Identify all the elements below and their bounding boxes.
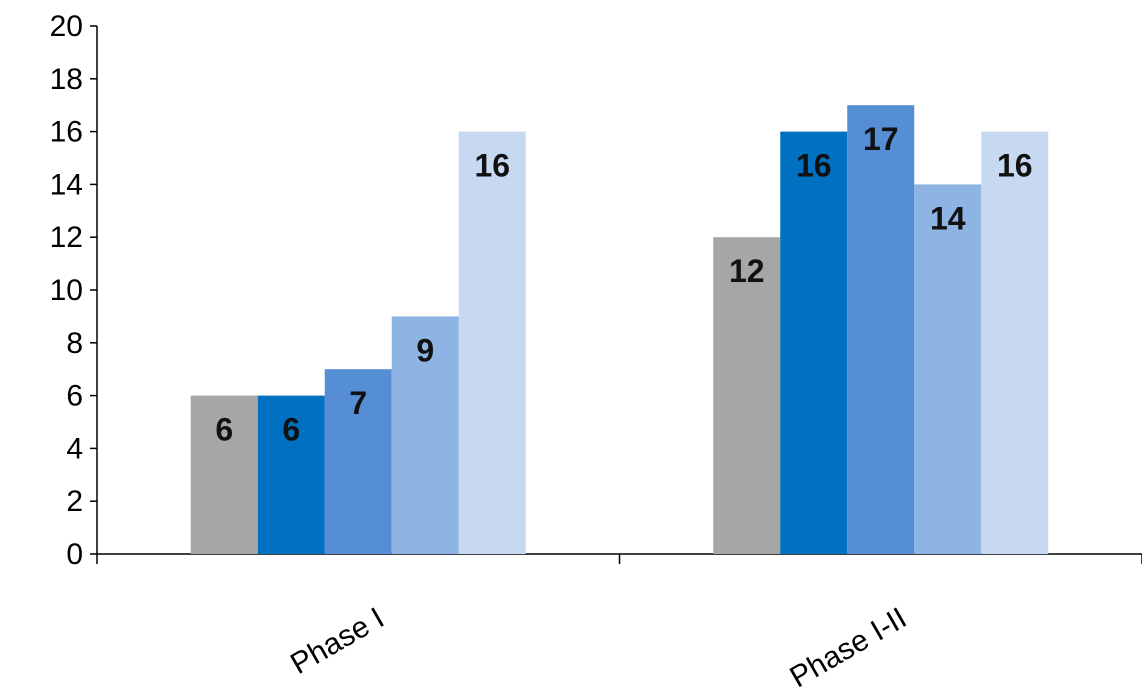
- x-tick-label: Phase I: [285, 601, 390, 680]
- y-tick-label: 2: [66, 485, 83, 518]
- bars: [190, 105, 1049, 554]
- y-tick-label: 20: [50, 10, 83, 43]
- bar: [190, 395, 258, 554]
- y-tick-label: 14: [50, 168, 83, 201]
- bar: [914, 184, 982, 554]
- y-tick-label: 0: [66, 538, 83, 571]
- x-axis: Phase I Phase I-II: [96, 553, 1142, 694]
- data-label: 6: [282, 412, 300, 448]
- bar: [324, 369, 392, 554]
- data-label: 9: [416, 332, 434, 368]
- bar: [780, 131, 848, 554]
- y-tick-label: 10: [50, 274, 83, 307]
- data-label: 6: [215, 412, 233, 448]
- bar: [257, 395, 325, 554]
- data-label: 16: [997, 148, 1033, 184]
- y-tick-label: 12: [50, 221, 83, 254]
- bar: [458, 131, 526, 554]
- bar: [981, 131, 1049, 554]
- x-tick-label: Phase I-II: [785, 601, 913, 694]
- data-label: 16: [474, 148, 510, 184]
- data-label: 17: [863, 121, 899, 157]
- y-tick-label: 18: [50, 63, 83, 96]
- data-labels: 6 6 7 9 16 12 16 17 14 16: [215, 121, 1032, 447]
- y-tick-label: 16: [50, 116, 83, 149]
- data-label: 12: [729, 253, 765, 289]
- y-axis: 0 2 4 6 8 10 12 14 16 18 20: [50, 10, 98, 571]
- y-tick-label: 8: [66, 327, 83, 360]
- data-label: 16: [796, 148, 832, 184]
- bar: [391, 316, 459, 554]
- bar: [713, 237, 781, 554]
- data-label: 14: [930, 200, 966, 236]
- y-tick-label: 6: [66, 380, 83, 413]
- bar: [847, 105, 915, 554]
- data-label: 7: [349, 385, 367, 421]
- y-tick-label: 4: [66, 432, 83, 465]
